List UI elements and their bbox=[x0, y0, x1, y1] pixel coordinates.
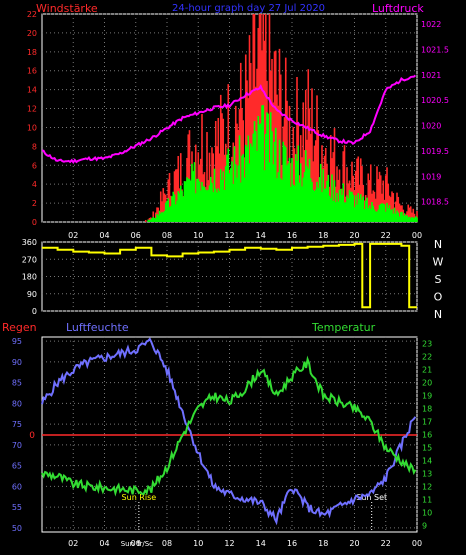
y-tick-label: 14 bbox=[27, 86, 37, 95]
y2-tick-label: 9 bbox=[422, 522, 427, 531]
sun-transit-label: Sun Tr/Sc bbox=[121, 540, 153, 548]
y2-tick-label: 13 bbox=[422, 470, 432, 479]
y2-tick-label: 1019.5 bbox=[421, 147, 449, 156]
x-tick-label: 14 bbox=[256, 539, 266, 548]
y-tick-label: 10 bbox=[27, 123, 37, 132]
y-tick-label: 16 bbox=[27, 67, 37, 76]
y-tick-label: 0 bbox=[32, 218, 37, 227]
x-tick-label: 16 bbox=[287, 539, 297, 548]
x-tick-label: 04 bbox=[99, 231, 109, 240]
y-tick-label: 60 bbox=[12, 482, 22, 491]
y-tick-label: 70 bbox=[12, 441, 22, 450]
x-tick-label: 00 bbox=[412, 231, 422, 240]
compass-label: S bbox=[435, 273, 442, 286]
x-tick-label: 12 bbox=[224, 539, 234, 548]
y2-tick-label: 10 bbox=[422, 509, 432, 518]
y2-tick-label: 23 bbox=[422, 340, 432, 349]
y2-tick-label: 20 bbox=[422, 379, 432, 388]
x-tick-label: 10 bbox=[193, 539, 203, 548]
rain-zero-label: 0 bbox=[29, 431, 35, 441]
temperature-line bbox=[41, 355, 417, 497]
y2-tick-label: 1018.5 bbox=[421, 198, 449, 207]
y2-tick-label: 1019 bbox=[421, 172, 441, 181]
y-tick-label: 85 bbox=[12, 379, 22, 388]
y2-tick-label: 17 bbox=[422, 418, 432, 427]
y2-tick-label: 15 bbox=[422, 444, 432, 453]
sunrise-label: Sun Rise bbox=[122, 493, 157, 502]
wind-pressure-panel: 02468101214161820221018.510191019.510201… bbox=[27, 10, 449, 240]
y-tick-label: 55 bbox=[12, 503, 22, 512]
rain-legend: Regen bbox=[2, 321, 37, 334]
x-tick-label: 08 bbox=[162, 539, 172, 548]
temperature-legend: Temperatur bbox=[311, 321, 376, 334]
y2-tick-label: 21 bbox=[422, 366, 432, 375]
x-tick-label: 08 bbox=[162, 231, 172, 240]
y-tick-label: 360 bbox=[22, 238, 37, 247]
y-tick-label: 4 bbox=[32, 180, 37, 189]
x-tick-label: 20 bbox=[349, 231, 359, 240]
x-tick-label: 18 bbox=[318, 231, 328, 240]
y-tick-label: 50 bbox=[12, 524, 22, 533]
compass-label: W bbox=[433, 256, 444, 269]
y2-tick-label: 18 bbox=[422, 405, 432, 414]
humidity-line bbox=[41, 337, 417, 526]
y2-tick-label: 1020.5 bbox=[421, 96, 449, 105]
y2-tick-label: 19 bbox=[422, 392, 432, 401]
humidity-legend: Luftfeuchte bbox=[66, 321, 129, 334]
compass-label: N bbox=[434, 238, 442, 251]
pressure-line bbox=[41, 74, 417, 165]
compass-label: O bbox=[434, 291, 443, 304]
x-tick-label: 14 bbox=[256, 231, 266, 240]
y2-tick-label: 14 bbox=[422, 457, 432, 466]
y2-tick-label: 1022 bbox=[421, 20, 441, 29]
x-tick-label: 18 bbox=[318, 539, 328, 548]
y2-tick-label: 12 bbox=[422, 483, 432, 492]
y2-tick-label: 1021 bbox=[421, 71, 441, 80]
humidity-temperature-panel: 50 55 60 65 70 75 80 85 90 95 9 10 11 12 13 14 15 16 17 18 1… bbox=[12, 336, 432, 548]
y2-tick-label: 11 bbox=[422, 496, 432, 505]
y-tick-label: 8 bbox=[32, 142, 37, 151]
wind-title: Windstärke bbox=[36, 2, 98, 15]
y2-tick-label: 1020 bbox=[421, 122, 441, 131]
x-tick-label: 10 bbox=[193, 231, 203, 240]
x-tick-label: 06 bbox=[131, 539, 141, 548]
y2-tick-label: 16 bbox=[422, 431, 432, 440]
y-tick-label: 65 bbox=[12, 462, 22, 471]
y2-tick-label: 22 bbox=[422, 353, 432, 362]
y-tick-label: 270 bbox=[22, 255, 37, 264]
y-tick-label: 2 bbox=[32, 199, 37, 208]
pressure-title: Luftdruck bbox=[372, 2, 424, 15]
y-tick-label: 95 bbox=[12, 337, 22, 346]
x-tick-label: 06 bbox=[131, 231, 141, 240]
x-tick-label: 20 bbox=[349, 539, 359, 548]
y-tick-label: 90 bbox=[27, 290, 37, 299]
y2-tick-label: 1021.5 bbox=[421, 46, 449, 55]
x-tick-label: 12 bbox=[224, 231, 234, 240]
y-tick-label: 180 bbox=[22, 273, 37, 282]
y-tick-label: 90 bbox=[12, 358, 22, 367]
y-tick-label: 0 bbox=[32, 307, 37, 316]
x-tick-label: 22 bbox=[381, 231, 391, 240]
y-tick-label: 22 bbox=[27, 10, 37, 19]
y-tick-label: 12 bbox=[27, 105, 37, 114]
y-tick-label: 75 bbox=[12, 420, 22, 429]
y-tick-label: 20 bbox=[27, 29, 37, 38]
sunset-label: Sun Set bbox=[356, 493, 387, 502]
compass-label: N bbox=[434, 308, 442, 321]
wind-direction-line bbox=[42, 242, 417, 309]
x-tick-label: 16 bbox=[287, 231, 297, 240]
y-tick-label: 6 bbox=[32, 161, 37, 170]
x-tick-label: 22 bbox=[381, 539, 391, 548]
x-tick-label: 02 bbox=[68, 539, 78, 548]
x-tick-label: 00 bbox=[412, 539, 422, 548]
y-tick-label: 80 bbox=[12, 399, 22, 408]
x-tick-label: 02 bbox=[68, 231, 78, 240]
x-tick-label: 04 bbox=[99, 539, 109, 548]
chart-date-title: 24-hour graph day 27 Jul 2020 bbox=[172, 3, 325, 14]
y-tick-label: 18 bbox=[27, 48, 37, 57]
